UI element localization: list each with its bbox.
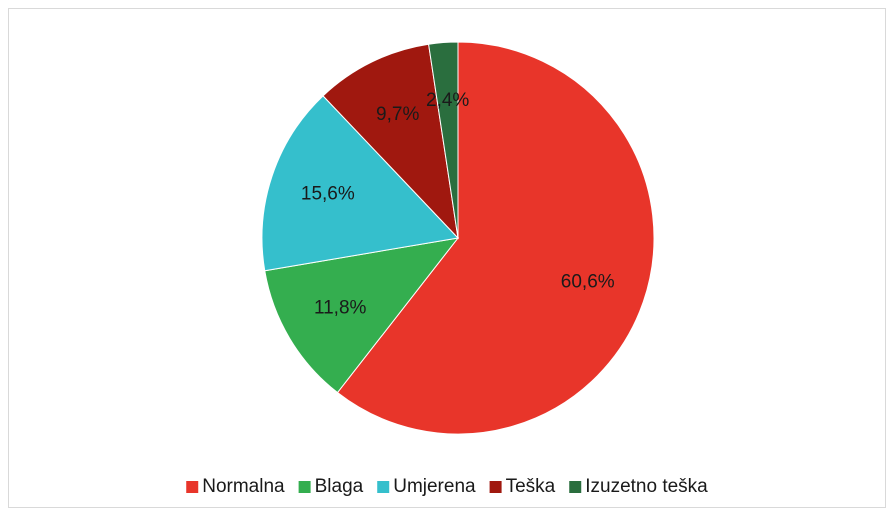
pie-slice: [322, 43, 459, 240]
legend-label: Izuzetno teška: [585, 476, 708, 497]
legend: Normalna Blaga Umjerena Teška Izuzetno teška: [186, 476, 708, 497]
legend-swatch: [298, 481, 311, 493]
pie-slice: [336, 41, 655, 435]
legend-label: Blaga: [315, 476, 364, 497]
legend-label: Teška: [506, 476, 556, 497]
data-label: 15,6%: [301, 184, 355, 205]
pie-slice: [428, 41, 459, 239]
data-label: 2,4%: [426, 90, 469, 111]
data-label: 9,7%: [376, 104, 419, 125]
legend-label: Normalna: [202, 476, 285, 497]
legend-swatch: [489, 481, 502, 493]
legend-swatch: [186, 481, 199, 493]
data-label: 60,6%: [561, 272, 615, 293]
data-label: 11,8%: [314, 297, 367, 318]
legend-swatch: [569, 481, 582, 493]
pie: 60,6% 11,8% 15,6% 9,7% 2,4%: [261, 41, 655, 435]
legend-swatch: [377, 481, 390, 493]
pie-slice: [264, 237, 460, 394]
legend-label: Umjerena: [393, 476, 476, 497]
pie-slice: [261, 95, 460, 272]
